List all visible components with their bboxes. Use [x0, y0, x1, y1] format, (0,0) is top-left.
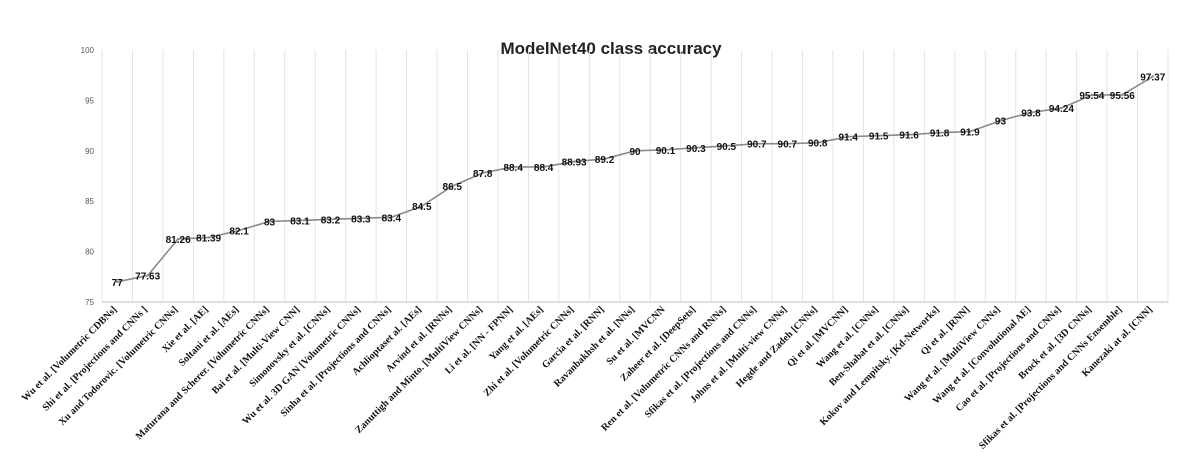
data-labels: 77 77.63 81.26 81.39 82.1 83 83.1 83.2 83.3 83.4 8… — [112, 73, 1166, 289]
data-label: 77 — [112, 278, 124, 289]
data-label: 93.8 — [1021, 108, 1041, 119]
data-point — [572, 160, 576, 163]
y-tick-label: 80 — [85, 248, 94, 257]
data-point — [603, 157, 606, 161]
data-label: 83 — [264, 217, 276, 228]
data-label: 88.4 — [503, 163, 523, 174]
data-point — [725, 144, 728, 147]
data-label: 84.5 — [412, 202, 432, 213]
data-point — [146, 274, 149, 277]
y-tick-label: 90 — [85, 147, 94, 156]
data-point — [268, 220, 271, 223]
data-label: 90.8 — [808, 139, 828, 150]
data-point — [1029, 111, 1033, 114]
data-label: 90.3 — [686, 144, 706, 155]
data-label: 90.7 — [747, 140, 767, 151]
data-point — [116, 280, 119, 284]
data-label: 97.37 — [1140, 73, 1165, 84]
y-tick-label: 75 — [85, 298, 94, 307]
grid-layer — [101, 50, 1169, 302]
data-point — [1060, 106, 1063, 110]
y-tick-label: 85 — [85, 197, 94, 206]
data-point — [847, 135, 850, 138]
chart-title: ModelNet40 class accuracy — [500, 39, 722, 58]
data-point — [968, 130, 972, 133]
data-point — [633, 149, 637, 152]
data-point — [207, 236, 210, 239]
data-point — [755, 142, 759, 145]
y-tick-label: 100 — [81, 46, 95, 55]
data-label: 81.39 — [196, 234, 221, 245]
data-point — [298, 219, 302, 222]
series-line — [117, 75, 1154, 283]
data-label: 95.56 — [1110, 91, 1135, 102]
x-axis: Wu et al. [Volumetric CDBNs]Shi et al. [… — [20, 304, 1155, 452]
data-point — [359, 217, 363, 220]
data-point — [451, 184, 454, 188]
data-point — [1090, 93, 1094, 97]
data-label: 87.8 — [473, 169, 493, 180]
data-label: 89.2 — [595, 155, 615, 166]
data-point — [176, 237, 180, 241]
data-label: 88.4 — [534, 163, 554, 174]
data-label: 91.9 — [960, 128, 980, 139]
data-point — [1121, 93, 1124, 96]
data-point — [329, 218, 332, 221]
data-point — [999, 119, 1002, 122]
data-label: 83.2 — [321, 215, 341, 226]
data-point — [420, 205, 423, 208]
data-label: 86.5 — [443, 182, 463, 193]
data-point — [877, 134, 880, 137]
data-label: 90.1 — [656, 146, 676, 157]
data-point — [694, 146, 698, 149]
data-point — [511, 165, 515, 169]
data-label: 94.24 — [1049, 104, 1074, 115]
x-tick-label: Yang et al. [AEs] — [487, 304, 545, 362]
data-label: 82.1 — [229, 226, 249, 237]
data-point — [390, 216, 393, 219]
data-point — [786, 142, 789, 145]
data-point — [1151, 75, 1154, 78]
data-label: 91.8 — [930, 129, 950, 140]
data-label: 90 — [629, 147, 641, 158]
data-point — [481, 171, 484, 175]
data-label: 83.4 — [382, 213, 402, 224]
data-label: 91.4 — [838, 133, 858, 144]
data-label: 90.7 — [778, 140, 798, 151]
data-label: 90.5 — [717, 142, 737, 153]
data-point — [938, 131, 941, 134]
data-label: 93 — [995, 117, 1007, 128]
y-axis: 75 80 85 90 95 100 — [81, 46, 95, 307]
data-label: 83.1 — [290, 216, 310, 227]
x-tick-label: Sinha et al. [Projections and CNNs] — [279, 304, 394, 419]
data-point — [542, 165, 545, 169]
data-label: 95.54 — [1079, 91, 1104, 102]
data-point — [237, 229, 241, 232]
data-point — [907, 133, 911, 136]
y-tick-label: 95 — [85, 96, 94, 105]
x-tick-label: Sfikas et al. [Projections and CNNs] — [643, 304, 759, 420]
x-tick-label: Sfikas et al. [Projections and CNNs Ense… — [977, 304, 1124, 451]
data-label: 83.3 — [351, 214, 371, 225]
data-point — [816, 141, 819, 144]
data-label: 88.93 — [562, 158, 587, 169]
data-label: 91.5 — [869, 132, 889, 143]
data-point — [664, 148, 667, 151]
data-label: 91.6 — [899, 131, 919, 142]
data-label: 81.26 — [166, 235, 191, 246]
data-label: 77.63 — [135, 271, 160, 282]
